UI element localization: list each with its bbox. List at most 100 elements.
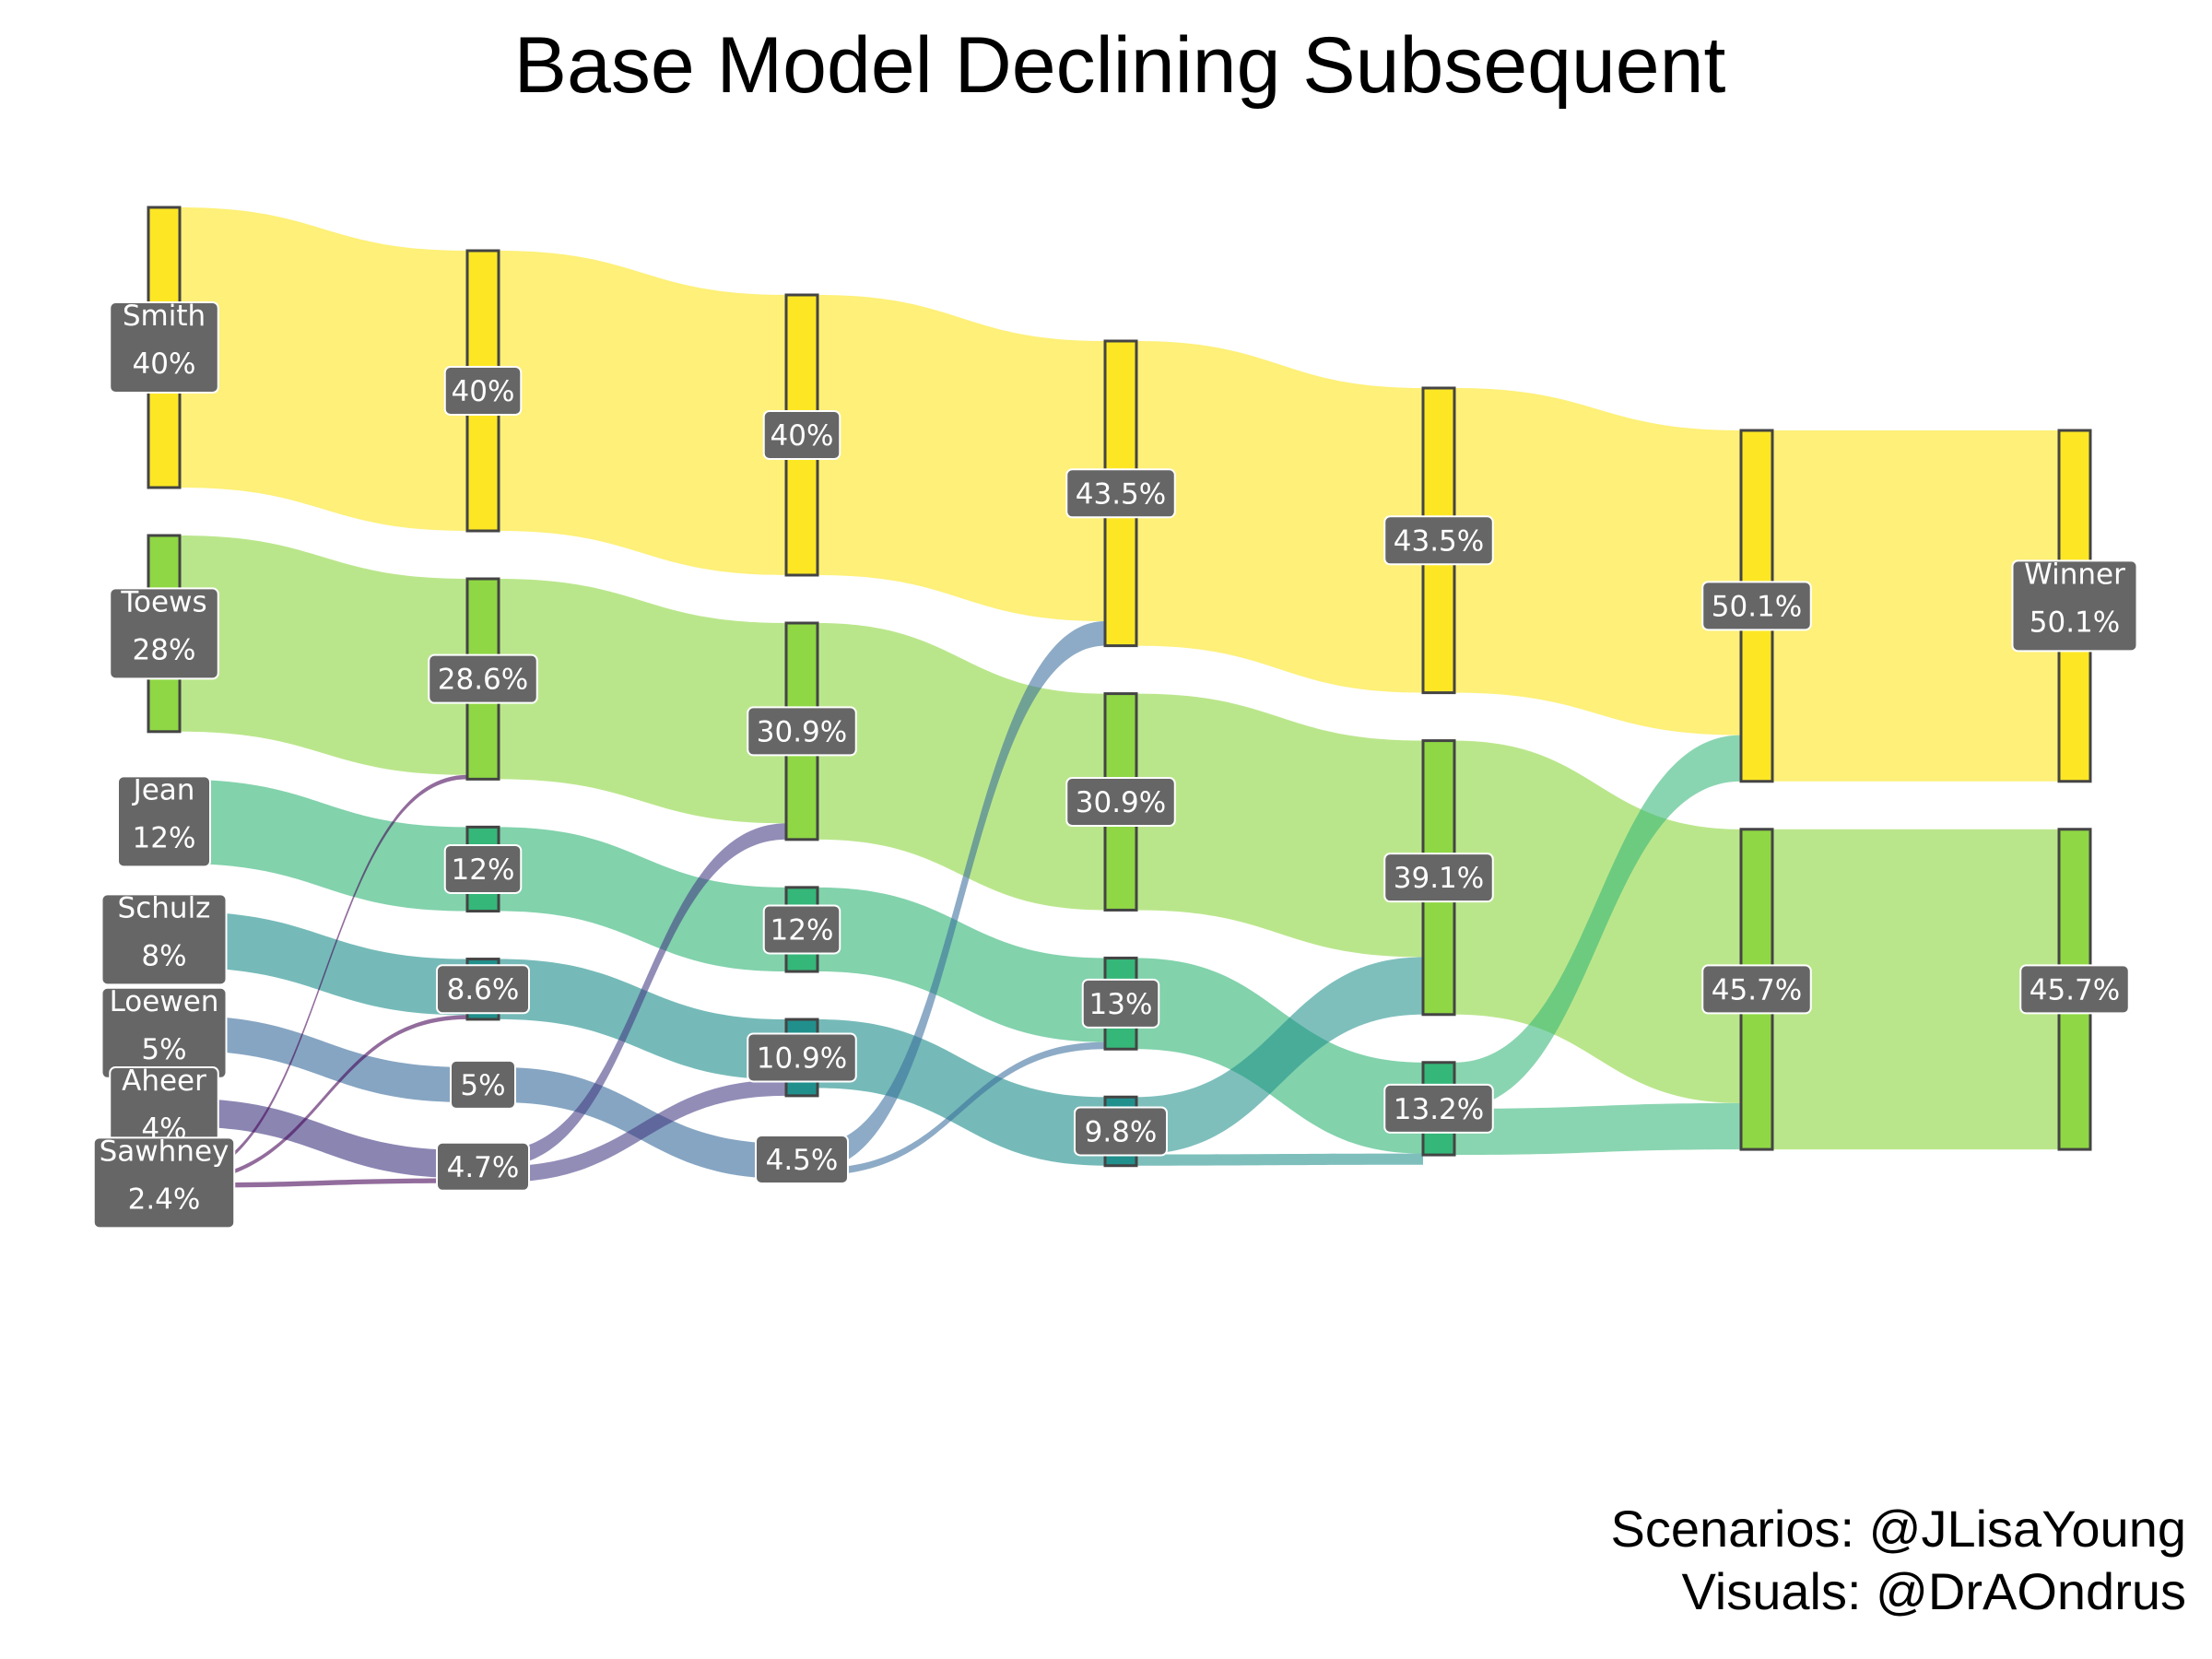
node-label-jean-stage1: 12% — [443, 843, 523, 894]
node-label-jean-stage4: 13.2% — [1383, 1083, 1494, 1134]
credit-scenarios: Scenarios: @JLisaYoung — [1610, 1500, 2186, 1558]
flow-jean-to-jean-stage2 — [818, 887, 1105, 1042]
flow-smith-to-smith-stage3 — [1136, 341, 1423, 693]
node-percent: 12% — [133, 821, 196, 854]
node-label-smith-stage1: 40% — [443, 366, 523, 416]
node-label-smith-stage6: Winner 50.1% — [2011, 558, 2138, 653]
label-box — [2011, 559, 2138, 653]
node-label-sawhney-stage0: Sawhney 2.4% — [92, 1135, 236, 1230]
flow-smith-to-smith-stage0 — [180, 207, 467, 531]
flow-jean-to-jean-stage0 — [180, 779, 467, 912]
node-percent: 40% — [133, 347, 196, 381]
node-percent: 5% — [141, 1033, 186, 1066]
flow-schulz-to-toews-stage3 — [1136, 957, 1423, 1155]
flow-sawhney-to-aheer-stage0 — [180, 1178, 467, 1188]
label-box — [109, 587, 219, 680]
node-percent: 8.6% — [447, 973, 520, 1006]
node-percent: 28.6% — [438, 664, 528, 697]
node-label-smith-stage3: 43.5% — [1065, 468, 1176, 519]
label-box — [747, 1032, 857, 1083]
label-box — [443, 366, 523, 416]
flow-smith-to-smith-stage5 — [1772, 430, 2059, 782]
node-name: Sawhney — [100, 1135, 229, 1168]
label-box — [1383, 1083, 1494, 1134]
node-label-toews-stage4: 39.1% — [1383, 853, 1494, 903]
flow-toews-to-toews-stage0 — [180, 535, 467, 775]
node-percent: 45.7% — [1712, 973, 1802, 1006]
flow-jean-to-toews-stage4 — [1454, 1102, 1741, 1156]
flow-schulz-to-schulz-stage2 — [818, 1019, 1105, 1166]
node-label-toews-stage2: 30.9% — [747, 706, 857, 757]
label-box — [1074, 1106, 1168, 1157]
label-box — [1701, 964, 1812, 1015]
label-box — [1383, 515, 1494, 566]
flow-toews-to-toews-stage3 — [1136, 693, 1423, 958]
node-percent: 13% — [1089, 988, 1153, 1021]
flow-aheer-to-toews-stage1 — [499, 823, 786, 1167]
node-name: Smith — [123, 300, 206, 333]
flow-schulz-to-schulz-stage1 — [499, 959, 786, 1080]
flow-loewen-to-smith-stage2 — [818, 621, 1105, 1169]
flow-aheer-to-schulz-stage1 — [499, 1079, 786, 1182]
node-percent: 45.7% — [2030, 973, 2120, 1006]
node-label-aheer-stage1: 4.7% — [436, 1141, 530, 1192]
node-label-loewen-stage2: 4.5% — [755, 1134, 849, 1184]
node-percent: 10.9% — [757, 1041, 847, 1075]
node-label-jean-stage2: 12% — [762, 904, 841, 955]
label-box — [436, 1141, 530, 1192]
flow-jean-to-smith-stage4 — [1454, 735, 1741, 1109]
flow-smith-to-smith-stage4 — [1454, 388, 1741, 735]
flow-smith-to-smith-stage2 — [818, 295, 1105, 621]
node-label-loewen-stage0: Loewen 5% — [100, 985, 228, 1079]
node-label-toews-stage5: 45.7% — [1701, 964, 1812, 1015]
label-box — [1383, 853, 1494, 903]
node-label-toews-stage6: 45.7% — [2019, 964, 2130, 1015]
label-box — [762, 410, 841, 460]
flow-links — [180, 207, 2059, 1188]
node-label-smith-stage0: Smith 40% — [109, 300, 219, 394]
label-box — [117, 775, 211, 868]
node-label-jean-stage0: Jean 12% — [117, 773, 211, 868]
label-box — [1701, 581, 1812, 631]
node-percent: 2.4% — [128, 1182, 201, 1216]
node-percent: 40% — [771, 419, 834, 453]
node-percent: 30.9% — [1076, 786, 1166, 819]
label-box — [109, 301, 219, 394]
flow-aheer-to-aheer-stage0 — [180, 1098, 467, 1179]
node-label-schulz-stage2: 10.9% — [747, 1032, 857, 1083]
node-name: Loewen — [110, 985, 219, 1018]
label-box — [762, 904, 841, 955]
label-box — [436, 964, 530, 1015]
node-percent: 30.9% — [757, 715, 847, 748]
flow-loewen-to-jean-stage2 — [818, 1041, 1105, 1176]
label-box — [428, 653, 538, 704]
node-percent: 39.1% — [1394, 862, 1484, 895]
credit-visuals: Visuals: @DrAOndrus — [1681, 1562, 2186, 1620]
node-percent: 4.7% — [447, 1151, 520, 1184]
node-label-smith-stage5: 50.1% — [1701, 581, 1812, 631]
label-box — [1081, 978, 1160, 1029]
label-box — [2019, 964, 2130, 1015]
node-name: Aheer — [122, 1065, 206, 1098]
label-box — [100, 893, 228, 986]
node-percent: 50.1% — [2030, 606, 2120, 639]
node-percent: 4.5% — [766, 1144, 839, 1177]
flow-toews-to-toews-stage5 — [1772, 829, 2059, 1150]
node-label-toews-stage0: Toews 28% — [109, 585, 219, 680]
node-percent: 40% — [452, 375, 515, 408]
flow-smith-to-smith-stage1 — [499, 251, 786, 575]
node-percent: 28% — [133, 633, 196, 666]
chart-title: Base Model Declining Subsequent — [514, 21, 1726, 110]
flow-schulz-to-schulz-stage0 — [180, 912, 467, 1016]
label-box — [443, 843, 523, 894]
node-label-toews-stage3: 30.9% — [1065, 777, 1176, 828]
node-label-schulz-stage0: Schulz 8% — [100, 891, 228, 986]
label-box — [1065, 468, 1176, 519]
node-name: Winner — [2024, 558, 2125, 591]
flow-loewen-to-loewen-stage0 — [180, 1015, 467, 1102]
flow-toews-to-toews-stage1 — [499, 579, 786, 824]
flow-schulz-to-jean-stage3 — [1136, 1153, 1423, 1166]
node-label-toews-stage1: 28.6% — [428, 653, 538, 704]
